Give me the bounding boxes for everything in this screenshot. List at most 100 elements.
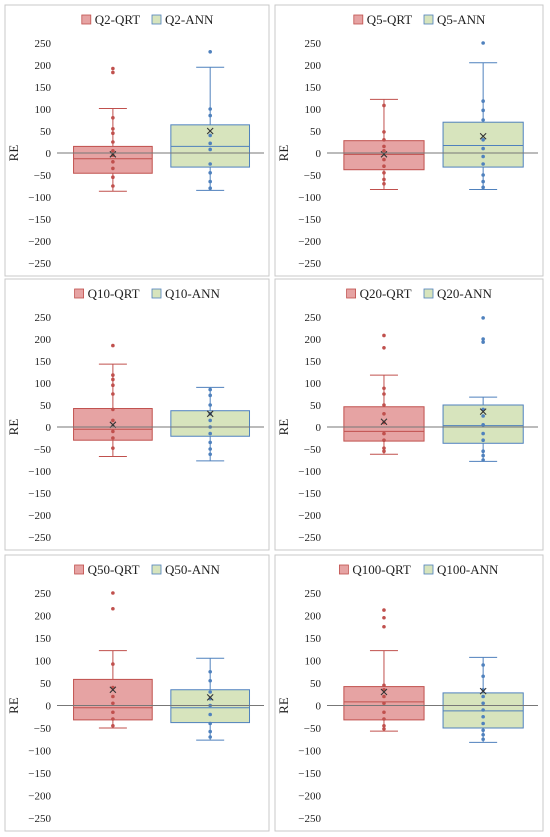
y-tick-label: 250 [35,38,52,50]
box-qrt [343,333,425,455]
data-point [382,438,386,443]
y-axis-title: RE [6,697,21,714]
interquartile-box [442,121,524,168]
data-point [382,386,386,391]
data-point [208,403,212,407]
data-point [111,436,115,440]
data-point [208,735,212,739]
data-point [382,446,386,450]
y-tick-label: 100 [35,656,52,668]
box-qrt [73,591,153,729]
data-point [208,690,212,694]
legend-label-ann: Q50-ANN [165,562,220,577]
data-point [481,431,485,436]
y-tick-label: 200 [305,334,322,346]
y-tick-label: −100 [28,746,51,758]
y-tick-label: 50 [310,126,322,138]
y-tick-label: 250 [305,38,322,50]
y-tick-label: −150 [28,214,51,226]
legend-swatch-qrt [346,288,357,299]
data-point [111,140,115,144]
data-point [382,717,386,721]
y-tick-label: −250 [298,813,321,825]
legend-swatch-ann [423,14,434,25]
data-point [111,373,115,377]
data-point [481,108,485,113]
data-point [382,723,386,728]
data-point [111,701,115,706]
data-point [111,131,115,135]
y-axis-title: RE [6,419,21,436]
y-tick-label: −150 [28,488,51,500]
data-point [208,107,212,111]
data-point [382,683,386,688]
data-point [481,316,485,320]
y-tick-label: 250 [35,312,52,324]
data-point [481,99,485,103]
y-tick-label: −200 [28,791,51,803]
data-point [382,694,386,699]
box-ann [442,316,524,462]
data-point [481,146,485,151]
data-point [382,182,386,186]
y-tick-label: −250 [28,813,51,825]
y-tick-label: 0 [46,701,52,713]
legend-label-ann: Q20-ANN [437,286,492,301]
y-tick-label: 200 [35,60,52,72]
y-tick-label: 0 [46,422,52,434]
data-point [111,694,115,699]
y-tick-label: 100 [305,656,322,668]
data-point [481,118,485,122]
data-point [481,138,485,142]
y-axis-title: RE [276,697,291,714]
y-tick-label: 50 [310,678,322,690]
data-point [382,333,386,338]
data-point [382,412,386,416]
data-point [481,337,485,341]
data-point [111,149,115,153]
data-point [382,103,386,108]
y-tick-label: −50 [34,170,52,182]
data-point [111,153,115,157]
legend-swatch-ann [151,564,162,575]
mean-marker [109,686,117,694]
data-point [111,606,115,611]
data-point [382,615,386,620]
y-tick-label: 200 [305,611,322,623]
data-point [382,157,386,162]
y-tick-label: −200 [28,510,51,522]
data-point [382,346,386,350]
y-tick-label: 150 [305,82,322,94]
legend-label-qrt: Q2-QRT [95,12,140,27]
data-point [111,127,115,131]
box-qrt [343,98,425,191]
data-point [208,418,212,423]
data-point [382,431,386,436]
data-point [481,701,485,706]
y-tick-label: −250 [298,532,321,544]
data-point [208,440,212,445]
y-tick-label: −50 [304,170,322,182]
y-tick-label: −100 [298,746,321,758]
legend-swatch-qrt [338,564,349,575]
mean-marker [109,150,117,158]
mean-marker [479,687,487,695]
y-tick-label: 200 [305,60,322,72]
legend-swatch-qrt [74,288,84,299]
data-point [382,144,386,149]
data-point [208,431,212,436]
y-tick-label: −100 [28,466,51,478]
y-tick-label: 200 [35,334,52,346]
data-point [111,446,115,450]
box-ann [442,656,524,743]
y-tick-label: −250 [28,532,51,544]
box-ann [170,657,251,741]
data-point [111,66,115,71]
data-point [111,184,115,188]
legend-swatch-qrt [81,14,92,25]
y-tick-label: 0 [316,148,322,160]
y-tick-label: 0 [46,148,52,160]
data-point [481,708,485,712]
data-point [481,154,485,159]
data-point [481,340,485,344]
